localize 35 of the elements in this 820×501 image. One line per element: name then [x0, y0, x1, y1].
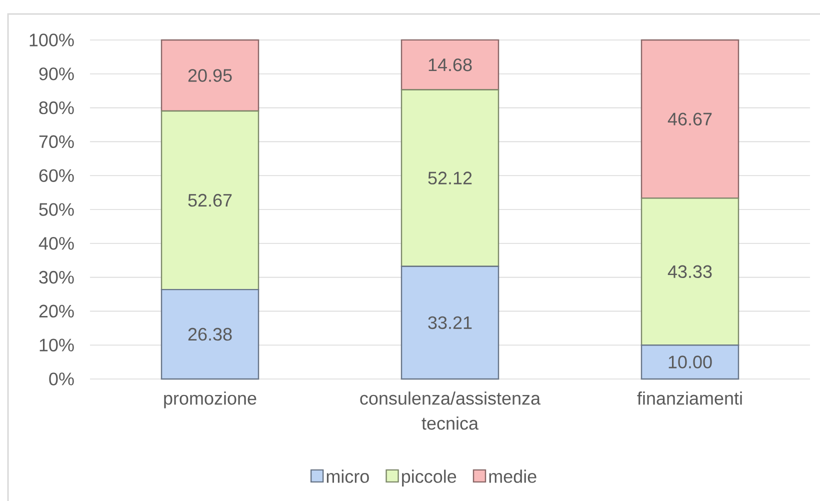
legend-label: micro: [326, 470, 369, 483]
data-label: 52.67: [188, 194, 232, 207]
data-label: 43.33: [668, 265, 712, 278]
legend-label: piccole: [402, 470, 456, 486]
y-tick-label: 100%: [30, 34, 74, 46]
bar: [640, 198, 740, 346]
y-tick-label: 20%: [39, 304, 74, 318]
bar: [640, 39, 740, 199]
y-tick-label: 30%: [39, 270, 74, 284]
bar: [160, 39, 260, 112]
data-label: 33.21: [428, 316, 472, 330]
x-tick-label: consulenza/assistenza tecnica: [360, 392, 541, 430]
x-tick-label: finanziamenti: [637, 392, 742, 405]
data-label: 20.95: [188, 69, 232, 82]
y-tick-label: 90%: [39, 68, 74, 80]
bar: [400, 89, 500, 268]
bar: [160, 288, 260, 380]
y-tick-label: 50%: [39, 203, 74, 216]
y-tick-label: 60%: [39, 169, 74, 182]
y-tick-label: 40%: [38, 237, 74, 250]
bar: [400, 39, 500, 90]
data-label: 46.67: [668, 112, 712, 126]
y-tick-label: 80%: [39, 101, 74, 114]
x-tick-label: promozione: [164, 392, 256, 408]
legend-label: medie: [489, 470, 536, 483]
bar: [160, 110, 260, 290]
y-tick-label: 70%: [39, 135, 74, 148]
data-label: 10.00: [668, 356, 712, 368]
data-label: 52.12: [428, 172, 472, 184]
y-tick-label: 10%: [40, 338, 74, 352]
bar: [640, 344, 740, 380]
data-label: 26.38: [188, 328, 232, 341]
bar: [400, 266, 500, 380]
y-tick-label: 0%: [49, 372, 74, 386]
data-label: 14.68: [428, 58, 472, 72]
